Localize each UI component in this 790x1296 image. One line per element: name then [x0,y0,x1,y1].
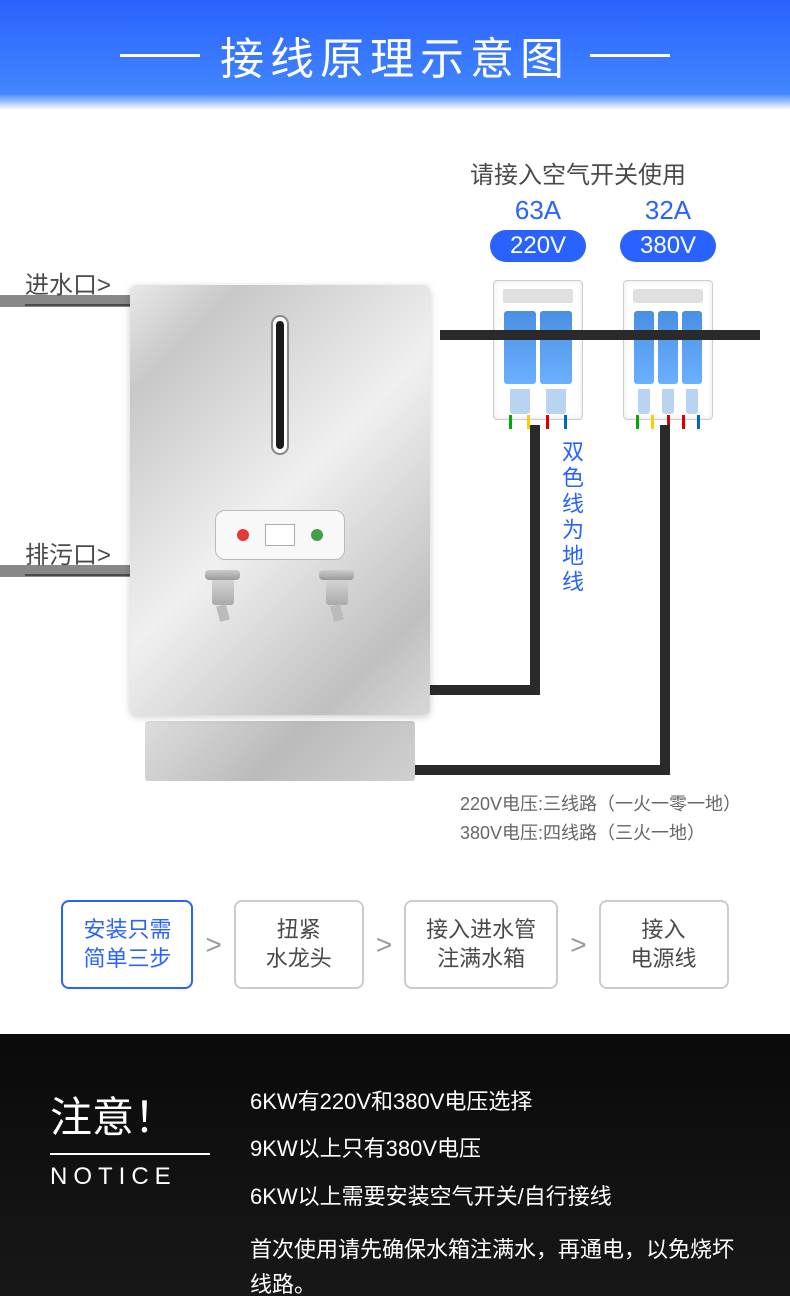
wiring-diagram: 请接入空气开关使用 63A 220V 32A 380V 双色线为地线 进水口> … [0,110,790,870]
display-icon [265,524,295,546]
cable-to-boiler-1 [415,685,540,695]
step-3: 接入 电源线 [599,900,729,989]
notice-subtitle: NOTICE [50,1153,210,1191]
voltage-description: 220V电压:三线路（一火一零一地） 380V电压:四线路（三火一地） [460,790,741,848]
volt-badge: 220V [490,230,586,262]
notice-line: 9KW以上只有380V电压 [250,1131,740,1166]
page-title: 接线原理示意图 [220,23,570,87]
decor-line-right [590,54,670,57]
breaker-220v: 63A 220V [490,195,586,420]
water-boiler [130,285,430,785]
notice-section: 注意！ NOTICE 6KW有220V和380V电压选择 9KW以上只有380V… [0,1034,790,1296]
notice-line: 6KW以上需要安装空气开关/自行接线 [250,1179,740,1214]
step-2: 接入进水管 注满水箱 [404,900,558,989]
breaker-mount-bar [440,330,760,340]
step-intro: 安装只需 简单三步 [61,900,193,989]
notice-body: 6KW有220V和380V电压选择 9KW以上只有380V电压 6KW以上需要安… [250,1084,740,1294]
chevron-right-icon: > [570,929,586,961]
amp-value: 63A [515,195,561,226]
breaker-instruction: 请接入空气开关使用 [470,155,686,190]
step-1: 扭紧 水龙头 [234,900,364,989]
cable-380v [660,425,670,765]
outlet-label: 排污口> [25,535,135,576]
led-green-icon [311,529,323,541]
circuit-breaker-icon [493,280,583,420]
water-level-gauge [271,315,289,455]
chevron-right-icon: > [205,929,221,961]
decor-line-left [120,54,200,57]
install-steps: 安装只需 简单三步 > 扭紧 水龙头 > 接入进水管 注满水箱 > 接入 电源线 [0,880,790,1009]
header-banner: 接线原理示意图 [0,0,790,110]
taps-row [130,575,430,625]
boiler-body [130,285,430,715]
voltage-line-1: 220V电压:三线路（一火一零一地） [460,790,741,819]
tap-right-icon [317,575,357,625]
breaker-380v: 32A 380V [620,195,716,420]
boiler-base [145,721,415,781]
tap-left-icon [203,575,243,625]
inlet-label: 进水口> [25,265,135,306]
ground-wire-label: 双色线为地线 [555,440,587,596]
notice-line: 6KW有220V和380V电压选择 [250,1084,740,1119]
notice-heading: 注意！ NOTICE [50,1084,210,1294]
cable-220v [530,425,540,685]
voltage-line-2: 380V电压:四线路（三火一地） [460,819,741,848]
control-panel [215,510,345,560]
notice-title: 注意！ [50,1084,210,1145]
volt-badge: 380V [620,230,716,262]
notice-line: 首次使用请先确保水箱注满水，再通电，以免烧坏线路。 [250,1232,740,1296]
cable-to-boiler-2 [415,765,670,775]
chevron-right-icon: > [376,929,392,961]
circuit-breaker-icon [623,280,713,420]
amp-value: 32A [645,195,691,226]
led-red-icon [237,529,249,541]
